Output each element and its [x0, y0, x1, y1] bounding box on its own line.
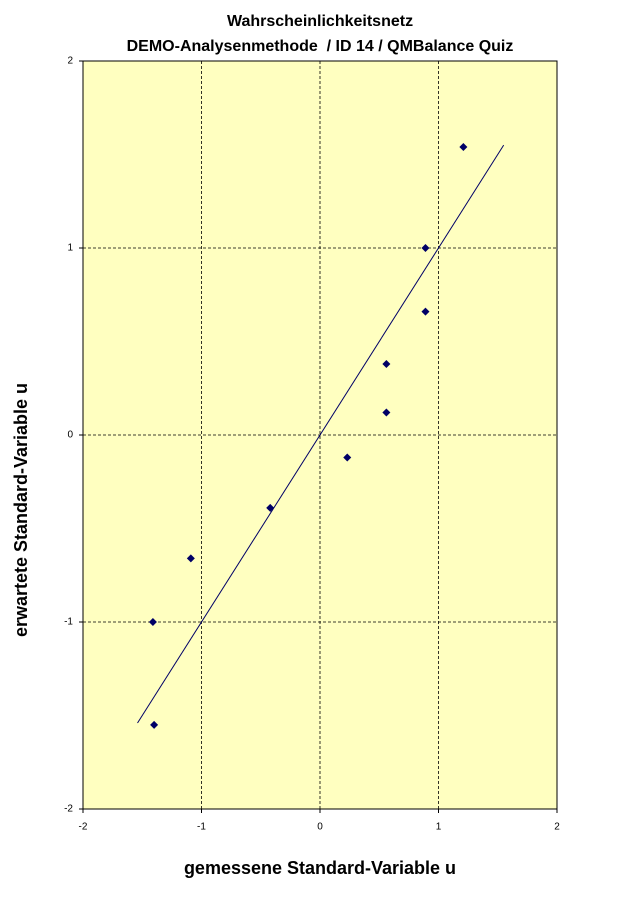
point — [343, 453, 352, 462]
y-tick-label: 2 — [67, 56, 73, 67]
x-tick-label: -1 — [197, 822, 206, 833]
y-axis-label: erwartete Standard-Variable u — [11, 383, 31, 637]
y-tick-label: 0 — [67, 430, 73, 441]
x-tick-label: 0 — [317, 822, 323, 833]
x-tick-label: -2 — [79, 822, 88, 833]
chart-title: Wahrscheinlichkeitsnetz — [227, 13, 413, 30]
y-tick-label: -1 — [64, 617, 73, 628]
y-tick-label: -2 — [64, 804, 73, 815]
x-tick-label: 2 — [554, 822, 560, 833]
x-tick-label: 1 — [436, 822, 442, 833]
point — [382, 408, 391, 417]
point — [150, 720, 159, 729]
chart-subtitle: DEMO-Analysenmethode / ID 14 / QMBalance… — [127, 38, 514, 55]
point — [421, 307, 430, 316]
point — [148, 618, 157, 626]
point — [186, 554, 195, 563]
fit-line — [137, 144, 505, 724]
y-tick-label: 1 — [67, 243, 73, 254]
point — [382, 359, 391, 368]
point — [459, 143, 468, 152]
plot-border — [82, 60, 558, 810]
point — [421, 244, 430, 252]
x-axis-label: gemessene Standard-Variable u — [184, 858, 456, 878]
